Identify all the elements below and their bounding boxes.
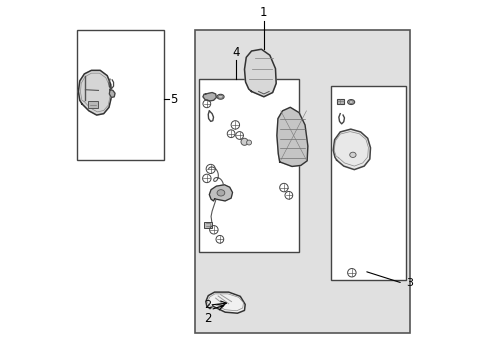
Polygon shape — [78, 70, 111, 115]
Text: 4: 4 — [231, 46, 239, 59]
Polygon shape — [276, 107, 307, 166]
Polygon shape — [203, 93, 216, 101]
Ellipse shape — [347, 100, 354, 104]
Bar — [195, 30, 409, 333]
Ellipse shape — [349, 152, 355, 157]
Text: 3: 3 — [405, 278, 412, 288]
Circle shape — [241, 138, 247, 145]
Text: 2: 2 — [203, 312, 211, 325]
Bar — [77, 30, 163, 160]
Bar — [203, 222, 211, 228]
Polygon shape — [209, 185, 232, 201]
Ellipse shape — [217, 94, 224, 99]
Text: 2: 2 — [203, 300, 211, 310]
Text: 5: 5 — [169, 93, 177, 106]
Bar — [336, 99, 344, 104]
Bar — [198, 79, 299, 252]
Polygon shape — [244, 49, 276, 97]
Bar — [88, 101, 98, 108]
Polygon shape — [332, 129, 370, 170]
Polygon shape — [205, 292, 244, 313]
Polygon shape — [109, 90, 115, 98]
Text: 1: 1 — [260, 6, 267, 19]
Bar — [330, 86, 406, 280]
Ellipse shape — [217, 190, 224, 196]
Circle shape — [246, 140, 251, 145]
